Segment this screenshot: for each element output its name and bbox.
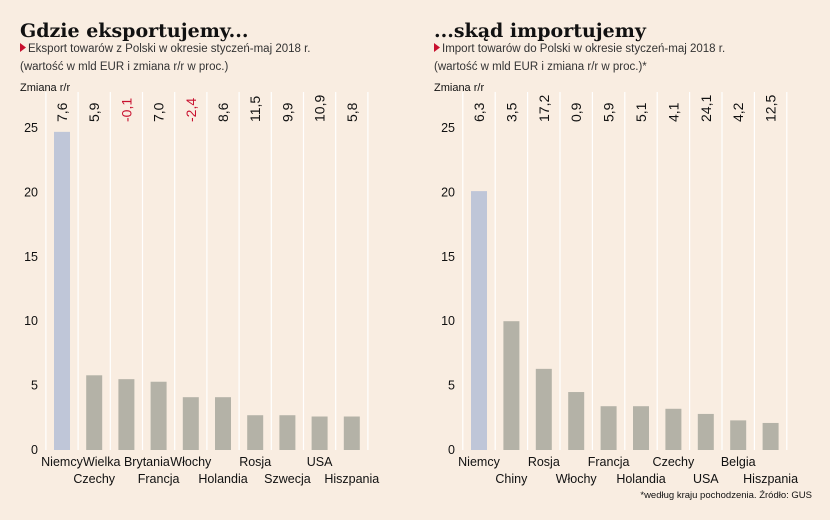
change-label: Zmiana r/r: [434, 82, 484, 94]
category-label: Niemcy: [41, 455, 83, 469]
bar: [535, 368, 552, 450]
bar: [600, 406, 617, 450]
chart-1: Gdzie eksportujemy...Eksport towarów z P…: [20, 20, 379, 486]
category-label: Czechy: [653, 455, 695, 469]
category-label: Chiny: [495, 472, 528, 486]
change-value: 24,1: [698, 95, 714, 122]
y-tick-label: 10: [24, 314, 38, 328]
category-label: Holandia: [198, 472, 247, 486]
category-label: Niemcy: [458, 455, 500, 469]
subtitle-marker-icon: [20, 43, 26, 52]
y-tick-label: 20: [24, 185, 38, 199]
bar: [730, 420, 747, 450]
change-value: 4,1: [665, 102, 681, 122]
bar: [311, 416, 328, 450]
category-label: Belgia: [721, 455, 756, 469]
change-value: 5,1: [633, 102, 649, 122]
bar: [665, 408, 682, 450]
y-tick-label: 10: [441, 314, 455, 328]
category-label: USA: [693, 472, 719, 486]
bar: [471, 191, 487, 450]
category-label: Włochy: [556, 472, 598, 486]
bar: [215, 397, 231, 450]
bar: [633, 406, 649, 450]
y-tick-label: 5: [448, 379, 455, 393]
category-label: Czechy: [73, 472, 115, 486]
change-value: 8,6: [215, 102, 231, 122]
category-label: Wielka Brytania: [83, 455, 170, 469]
change-value: 6,3: [471, 102, 487, 122]
y-tick-label: 20: [441, 185, 455, 199]
bar: [343, 416, 360, 450]
bar: [697, 413, 714, 450]
change-value: 17,2: [536, 95, 552, 122]
y-tick-label: 15: [24, 250, 38, 264]
category-label: Holandia: [616, 472, 665, 486]
chart-subtitle: Import towarów do Polski w okresie stycz…: [442, 43, 725, 55]
change-value: 5,8: [344, 102, 360, 122]
bar: [150, 381, 167, 450]
change-value: 12,5: [763, 95, 779, 122]
category-label: Francja: [138, 472, 180, 486]
chart-title: Gdzie eksportujemy...: [20, 20, 249, 42]
category-label: USA: [307, 455, 333, 469]
change-value: 0,9: [568, 102, 584, 122]
category-label: Hiszpania: [743, 472, 798, 486]
y-tick-label: 5: [31, 379, 38, 393]
change-value: -0,1: [118, 98, 134, 122]
bar: [247, 415, 264, 450]
change-value: 7,6: [54, 102, 70, 122]
chart-title: ...skąd importujemy: [434, 20, 647, 42]
chart-subtitle-units: (wartość w mld EUR i zmiana r/r w proc.): [20, 61, 228, 73]
bar: [279, 415, 296, 450]
bar: [503, 321, 520, 450]
bar: [568, 392, 585, 450]
chart-subtitle: Eksport towarów z Polski w okresie stycz…: [28, 43, 311, 55]
y-tick-label: 25: [24, 121, 38, 135]
y-tick-label: 0: [448, 443, 455, 457]
change-value: 9,9: [279, 102, 295, 122]
change-value: 3,5: [503, 102, 519, 122]
y-tick-label: 15: [441, 250, 455, 264]
category-label: Francja: [588, 455, 630, 469]
change-value: 7,0: [151, 102, 167, 122]
change-value: 10,9: [312, 95, 328, 122]
change-label: Zmiana r/r: [20, 82, 70, 94]
bar: [118, 379, 135, 450]
bar: [54, 131, 70, 450]
change-value: 11,5: [247, 96, 263, 122]
category-label: Szwecja: [264, 472, 311, 486]
change-value: 4,2: [730, 102, 746, 122]
category-label: Rosja: [239, 455, 271, 469]
change-value: 5,9: [601, 102, 617, 122]
chart-subtitle-units: (wartość w mld EUR i zmiana r/r w proc.)…: [434, 61, 647, 73]
y-tick-label: 0: [31, 443, 38, 457]
category-label: Hiszpania: [324, 472, 379, 486]
category-label: Włochy: [170, 455, 212, 469]
change-value: -2,4: [183, 98, 199, 122]
bar: [762, 422, 779, 450]
bar: [182, 397, 199, 450]
category-label: Rosja: [528, 455, 560, 469]
bar: [86, 375, 103, 450]
change-value: 5,9: [86, 102, 102, 122]
y-tick-label: 25: [441, 121, 455, 135]
subtitle-marker-icon: [434, 43, 440, 52]
footnote: *według kraju pochodzenia. Źródło: GUS: [640, 490, 812, 501]
